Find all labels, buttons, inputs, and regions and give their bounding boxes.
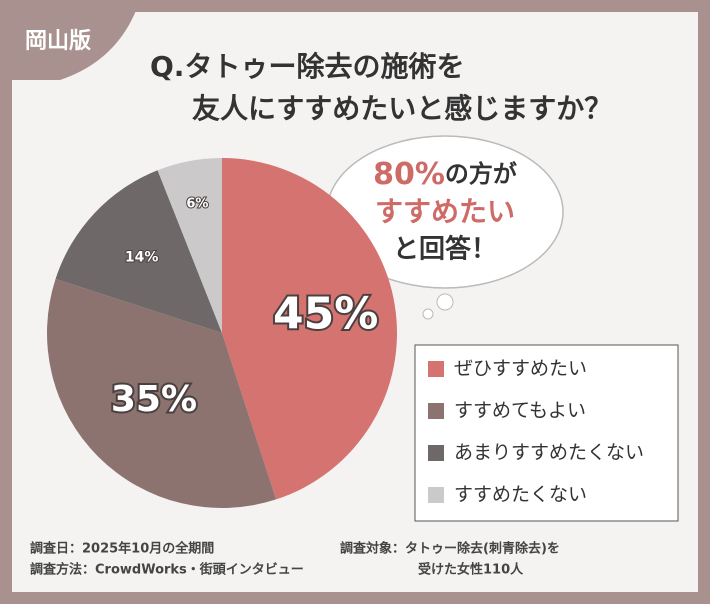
legend-label: ぜひすすめたい [454,358,587,380]
title: 友人にすすめたいと感じますか？ [192,92,612,125]
slice-label: 45% [273,289,378,340]
pie-slice [46,278,277,508]
legend-label: あまりすすめたくない [454,442,644,464]
footnote: 調査日：2025年10月の全期間 [30,541,214,557]
pie-slice [157,158,222,333]
legend-swatch [428,403,444,419]
legend-label: すすめてもよい [454,400,586,422]
callout-text: の方が [445,160,517,188]
callout-highlight: 80% [373,157,445,192]
badge-shape [0,0,140,80]
pie-slice [222,158,397,500]
callout: 80%の方が すすめたい と回答！ [326,135,564,320]
callout-line: と回答！ [393,234,497,265]
footnote: 調査方法：CrowdWorks・街頭インタビュー [30,562,304,578]
slice-label: 35% [111,379,197,420]
legend-label: すすめたくない [454,484,587,506]
callout-dot [436,293,454,311]
title: Q.タトゥー除去の施術を [150,50,464,83]
slice-label: 14% [125,250,159,266]
legend-swatch [428,487,444,503]
legend-swatch [428,361,444,377]
callout-line: すすめたい [375,195,515,228]
badge: 岡山版 [25,29,91,54]
footnote: 受けた女性110人 [418,562,524,578]
pie-slice [55,170,222,333]
callout-dot [422,308,434,320]
callout-line: 80%の方が [373,157,517,192]
slice-label: 6% [186,197,208,212]
legend-box [414,344,679,522]
legend-swatch [428,445,444,461]
footnote: 調査対象：タトゥー除去(刺青除去)を [340,541,560,557]
pie: 45% 35% 14% 6% [46,158,397,508]
